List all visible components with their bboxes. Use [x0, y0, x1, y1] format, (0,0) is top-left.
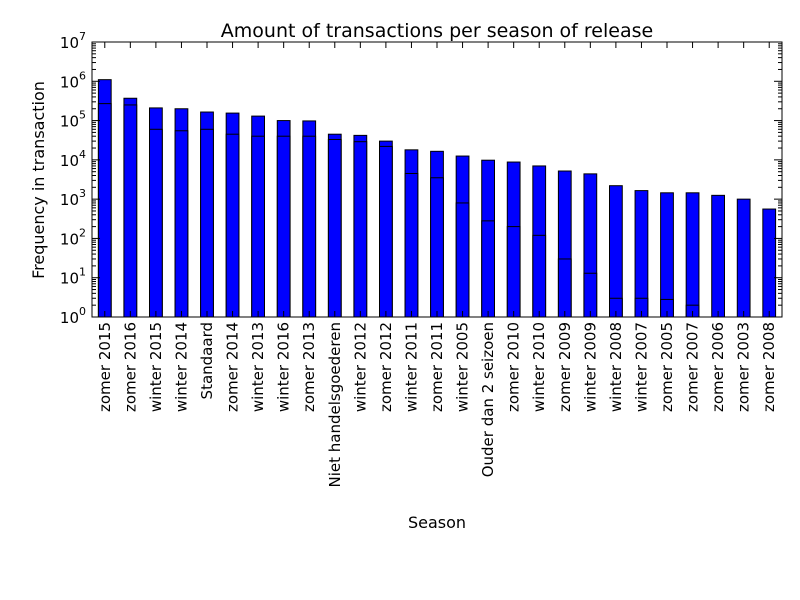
x-tick-label: winter 2016 [275, 322, 293, 412]
bars-layer [97, 79, 777, 318]
bar-series1-23 [685, 192, 700, 318]
x-tick-label: winter 2005 [454, 322, 472, 412]
y-tick-label: 101 [60, 266, 86, 288]
x-tick-label: zomer 2011 [428, 322, 446, 412]
bar-series1-26 [762, 208, 777, 318]
bar-series2-7 [276, 135, 291, 318]
x-tick-label: zomer 2007 [684, 322, 702, 412]
y-axis-label: Frequency in transaction [29, 81, 48, 279]
bar-series2-4 [200, 128, 214, 318]
y-axis-ticks: 100 101 102 103 104 105 106 107 [60, 30, 782, 327]
x-tick-label: zomer 2003 [735, 322, 753, 412]
y-tick-label: 105 [60, 109, 86, 131]
bar-series2-14 [455, 202, 470, 318]
bar-series1-20 [609, 185, 623, 318]
x-tick-label: Niet handelsgoederen [326, 322, 344, 487]
x-tick-label: winter 2010 [530, 322, 548, 412]
x-tick-label: zomer 2014 [224, 322, 242, 412]
x-axis-ticks: zomer 2015 zomer 2016 winter 2015 winter 20… [96, 42, 778, 487]
chart-title: Amount of transactions per season of rel… [221, 20, 653, 42]
y-tick-label: 103 [60, 187, 86, 209]
bar-series2-1 [123, 104, 138, 318]
y-tick-label: 104 [60, 148, 86, 170]
bar-series2-19 [583, 272, 598, 318]
x-tick-label: winter 2014 [172, 322, 190, 412]
bar-series2-9 [327, 138, 342, 318]
bar-series1-24 [711, 194, 725, 318]
bar-series1-25 [736, 198, 751, 318]
x-tick-label: winter 2008 [607, 322, 625, 412]
bar-series2-8 [302, 135, 317, 318]
x-tick-label: zomer 2005 [658, 322, 676, 412]
x-tick-label: winter 2012 [351, 322, 369, 412]
bar-series2-15 [481, 220, 496, 318]
x-axis-label: Season [408, 513, 466, 532]
x-tick-label: zomer 2015 [96, 322, 114, 412]
x-tick-label: zomer 2013 [300, 322, 318, 412]
y-tick-label: 106 [60, 69, 86, 91]
bar-series2-0 [97, 103, 112, 318]
bar-series2-3 [174, 130, 189, 318]
bar-series2-2 [149, 128, 163, 318]
x-tick-label: zomer 2016 [121, 322, 139, 412]
bar-series1-22 [660, 192, 674, 318]
x-tick-label: winter 2009 [581, 322, 599, 412]
x-tick-label: winter 2015 [147, 322, 165, 412]
x-tick-label: winter 2011 [402, 322, 420, 412]
bar-series2-5 [225, 133, 240, 318]
y-tick-label: 102 [60, 226, 86, 248]
bar-series2-17 [532, 234, 547, 318]
bar-series2-13 [430, 177, 444, 318]
x-tick-label: zomer 2009 [556, 322, 574, 412]
bar-series2-10 [353, 141, 368, 318]
x-tick-label: zomer 2006 [709, 322, 727, 412]
x-tick-label: zomer 2008 [760, 322, 778, 412]
x-tick-label: Ouder dan 2 seizoen [479, 322, 497, 477]
x-tick-label: winter 2007 [632, 322, 650, 412]
y-tick-label: 107 [60, 30, 86, 52]
x-tick-label: zomer 2010 [505, 322, 523, 412]
bar-series2-18 [557, 258, 572, 318]
bar-series2-12 [404, 172, 419, 318]
bar-series2-6 [251, 135, 266, 318]
bar-series2-11 [379, 145, 393, 318]
x-tick-label: Standaard [198, 322, 216, 399]
y-tick-label: 100 [60, 305, 86, 327]
x-tick-label: winter 2013 [249, 322, 267, 412]
x-tick-label: zomer 2012 [377, 322, 395, 412]
bar-series2-16 [506, 226, 521, 318]
